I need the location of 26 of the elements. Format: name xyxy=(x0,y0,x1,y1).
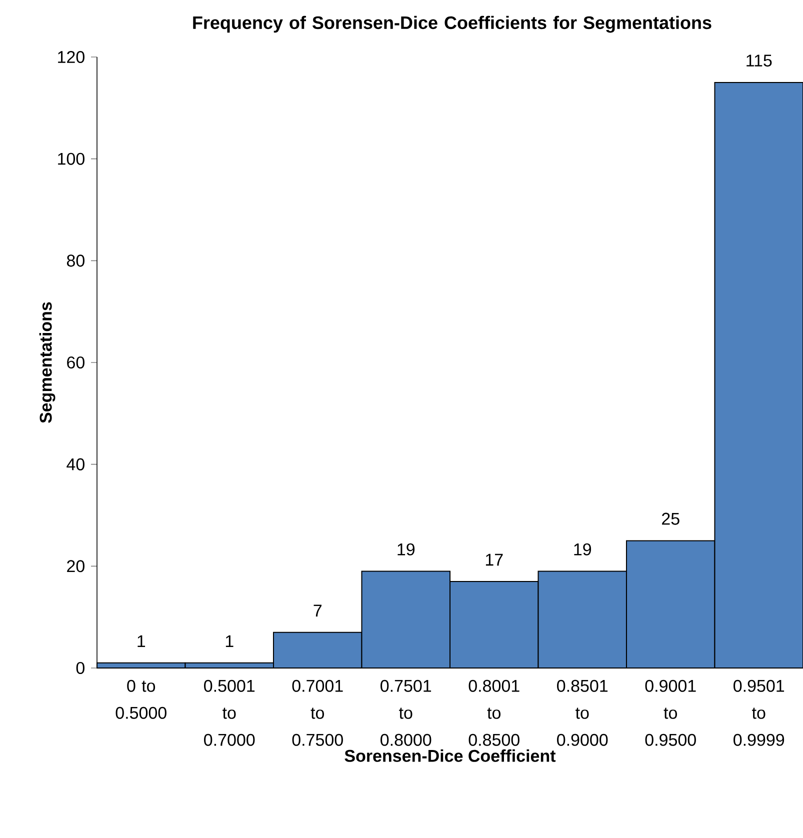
y-tick-label: 80 xyxy=(66,254,84,267)
x-tick-label: 0 to 0.5000 xyxy=(116,680,166,719)
y-axis-title: Segmentations xyxy=(39,302,56,423)
x-tick-label: 0.8501 to 0.9000 xyxy=(557,680,608,746)
x-tick-label: 0.9001 to 0.9500 xyxy=(645,680,696,746)
y-tick-label: 60 xyxy=(67,356,84,369)
y-tick-label: 0 xyxy=(76,662,84,674)
y-tick-label: 40 xyxy=(66,458,84,470)
data-label: 1 xyxy=(226,635,234,648)
y-tick-label: 100 xyxy=(58,152,84,165)
y-tick-label: 120 xyxy=(58,50,84,64)
data-label: 19 xyxy=(574,543,592,556)
data-label: 1 xyxy=(138,635,146,648)
x-tick-label: 0.7001 to 0.7500 xyxy=(292,680,343,746)
x-tick-label: 0.7501 to 0.8000 xyxy=(380,680,432,746)
data-label: 17 xyxy=(486,554,503,566)
x-axis-title: Sorensen-Dice Coefficient xyxy=(344,749,556,762)
data-label: 25 xyxy=(662,512,680,525)
data-label: 115 xyxy=(746,54,772,67)
x-tick-label: 0.9501 to 0.9999 xyxy=(734,680,784,746)
x-tick-label: 0.5001 to 0.7000 xyxy=(204,680,255,746)
data-label: 19 xyxy=(398,543,415,556)
y-tick-label: 20 xyxy=(67,560,84,572)
chart-title: Frequency of Sorensen-Dice Coefficients for Segmentations xyxy=(193,16,712,33)
x-tick-label: 0.8001 to 0.8500 xyxy=(468,680,520,746)
data-label: 7 xyxy=(314,604,322,616)
